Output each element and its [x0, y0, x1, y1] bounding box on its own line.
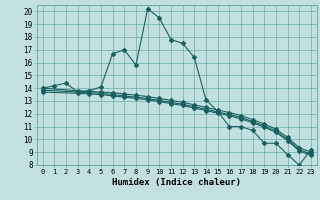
X-axis label: Humidex (Indice chaleur): Humidex (Indice chaleur) [112, 178, 241, 187]
